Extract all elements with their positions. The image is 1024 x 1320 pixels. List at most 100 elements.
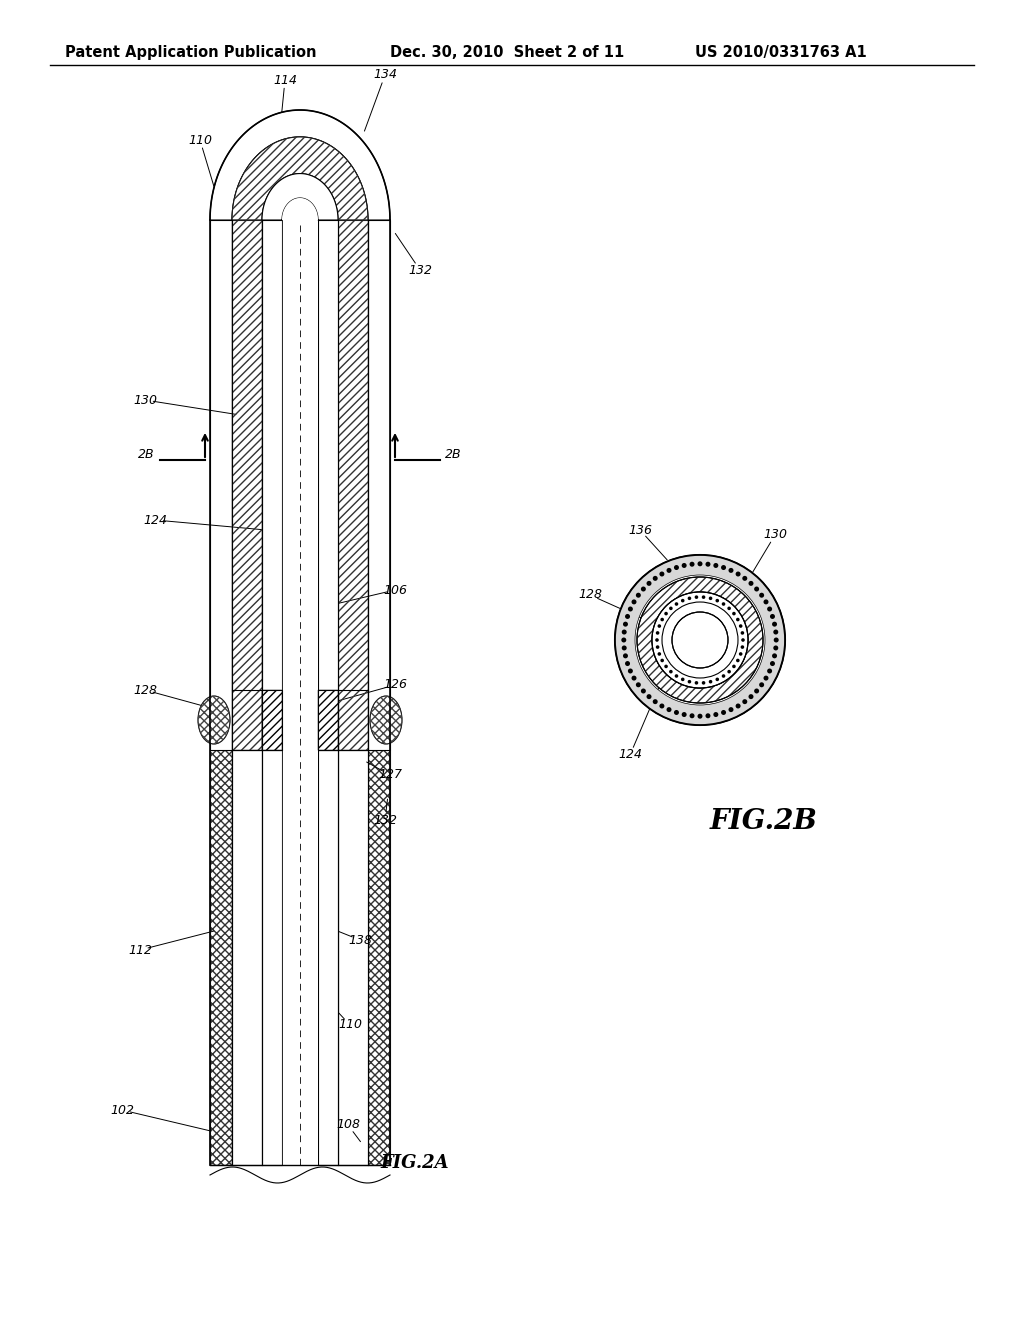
Text: 124: 124 bbox=[143, 513, 167, 527]
Circle shape bbox=[632, 676, 637, 681]
Circle shape bbox=[770, 614, 775, 619]
Bar bbox=[282, 750, 318, 1166]
Circle shape bbox=[721, 710, 726, 715]
Circle shape bbox=[689, 713, 694, 718]
Circle shape bbox=[770, 661, 775, 667]
Text: 134: 134 bbox=[373, 69, 397, 82]
Circle shape bbox=[681, 599, 684, 602]
Circle shape bbox=[742, 576, 748, 581]
Bar bbox=[368, 220, 390, 750]
Circle shape bbox=[657, 624, 662, 628]
Circle shape bbox=[636, 593, 641, 598]
Circle shape bbox=[694, 681, 698, 685]
Bar bbox=[338, 750, 368, 1166]
Text: Patent Application Publication: Patent Application Publication bbox=[65, 45, 316, 59]
Text: 138: 138 bbox=[348, 933, 372, 946]
Circle shape bbox=[689, 562, 694, 566]
Circle shape bbox=[767, 606, 772, 611]
Text: 108: 108 bbox=[336, 1118, 360, 1131]
Bar bbox=[232, 750, 262, 1166]
Polygon shape bbox=[282, 198, 318, 220]
Circle shape bbox=[659, 704, 665, 709]
Circle shape bbox=[681, 677, 684, 681]
Bar bbox=[338, 220, 368, 750]
Ellipse shape bbox=[198, 696, 230, 744]
Circle shape bbox=[669, 669, 673, 673]
Circle shape bbox=[665, 664, 668, 668]
Circle shape bbox=[740, 631, 744, 635]
Circle shape bbox=[727, 607, 731, 610]
Circle shape bbox=[772, 653, 777, 659]
Text: 132: 132 bbox=[373, 813, 397, 826]
Text: 106: 106 bbox=[383, 583, 407, 597]
Bar bbox=[318, 750, 338, 1166]
Circle shape bbox=[682, 562, 687, 568]
Circle shape bbox=[628, 668, 633, 673]
Circle shape bbox=[764, 599, 768, 605]
Text: 132: 132 bbox=[408, 264, 432, 276]
Text: FIG.2B: FIG.2B bbox=[710, 808, 818, 836]
Bar bbox=[262, 690, 282, 750]
Circle shape bbox=[716, 599, 719, 602]
Circle shape bbox=[674, 565, 679, 570]
Circle shape bbox=[660, 618, 664, 622]
Text: 130: 130 bbox=[133, 393, 157, 407]
Bar bbox=[210, 750, 232, 1166]
Polygon shape bbox=[210, 110, 390, 220]
Circle shape bbox=[667, 708, 672, 711]
Circle shape bbox=[709, 597, 713, 601]
Text: 102: 102 bbox=[110, 1104, 134, 1117]
Bar bbox=[210, 750, 232, 1166]
Polygon shape bbox=[232, 137, 368, 220]
Circle shape bbox=[722, 602, 725, 606]
Bar bbox=[318, 220, 338, 750]
Circle shape bbox=[682, 711, 687, 717]
Circle shape bbox=[665, 611, 668, 615]
Polygon shape bbox=[262, 173, 338, 220]
Circle shape bbox=[623, 622, 628, 627]
Circle shape bbox=[727, 669, 731, 673]
Circle shape bbox=[714, 711, 719, 717]
Circle shape bbox=[774, 638, 778, 643]
Circle shape bbox=[646, 581, 651, 586]
Circle shape bbox=[714, 562, 719, 568]
Circle shape bbox=[736, 618, 739, 622]
Bar bbox=[338, 220, 368, 750]
Circle shape bbox=[688, 680, 691, 684]
Text: 112: 112 bbox=[128, 944, 152, 957]
Circle shape bbox=[728, 568, 733, 573]
Text: 128: 128 bbox=[578, 589, 602, 602]
Circle shape bbox=[622, 630, 627, 635]
Circle shape bbox=[646, 694, 651, 700]
Circle shape bbox=[749, 581, 754, 586]
Circle shape bbox=[735, 704, 740, 709]
Circle shape bbox=[674, 710, 679, 715]
Ellipse shape bbox=[370, 696, 402, 744]
Circle shape bbox=[667, 568, 672, 573]
Circle shape bbox=[623, 653, 628, 659]
Text: 127: 127 bbox=[378, 768, 402, 781]
Circle shape bbox=[706, 562, 711, 566]
Circle shape bbox=[701, 681, 706, 685]
Bar bbox=[262, 220, 282, 750]
Text: 110: 110 bbox=[188, 133, 212, 147]
Text: 130: 130 bbox=[763, 528, 787, 541]
Circle shape bbox=[655, 631, 659, 635]
Circle shape bbox=[728, 708, 733, 711]
Circle shape bbox=[706, 713, 711, 718]
Circle shape bbox=[622, 638, 627, 643]
Text: 110: 110 bbox=[338, 1019, 362, 1031]
Circle shape bbox=[740, 645, 744, 649]
Bar bbox=[282, 220, 318, 750]
Bar bbox=[232, 220, 262, 750]
Circle shape bbox=[759, 682, 764, 688]
Circle shape bbox=[622, 645, 627, 651]
Circle shape bbox=[672, 612, 728, 668]
Text: 2B: 2B bbox=[138, 449, 155, 462]
Circle shape bbox=[694, 595, 698, 599]
Circle shape bbox=[688, 597, 691, 601]
Circle shape bbox=[735, 572, 740, 577]
Circle shape bbox=[739, 624, 742, 628]
Circle shape bbox=[659, 572, 665, 577]
Circle shape bbox=[652, 576, 657, 581]
